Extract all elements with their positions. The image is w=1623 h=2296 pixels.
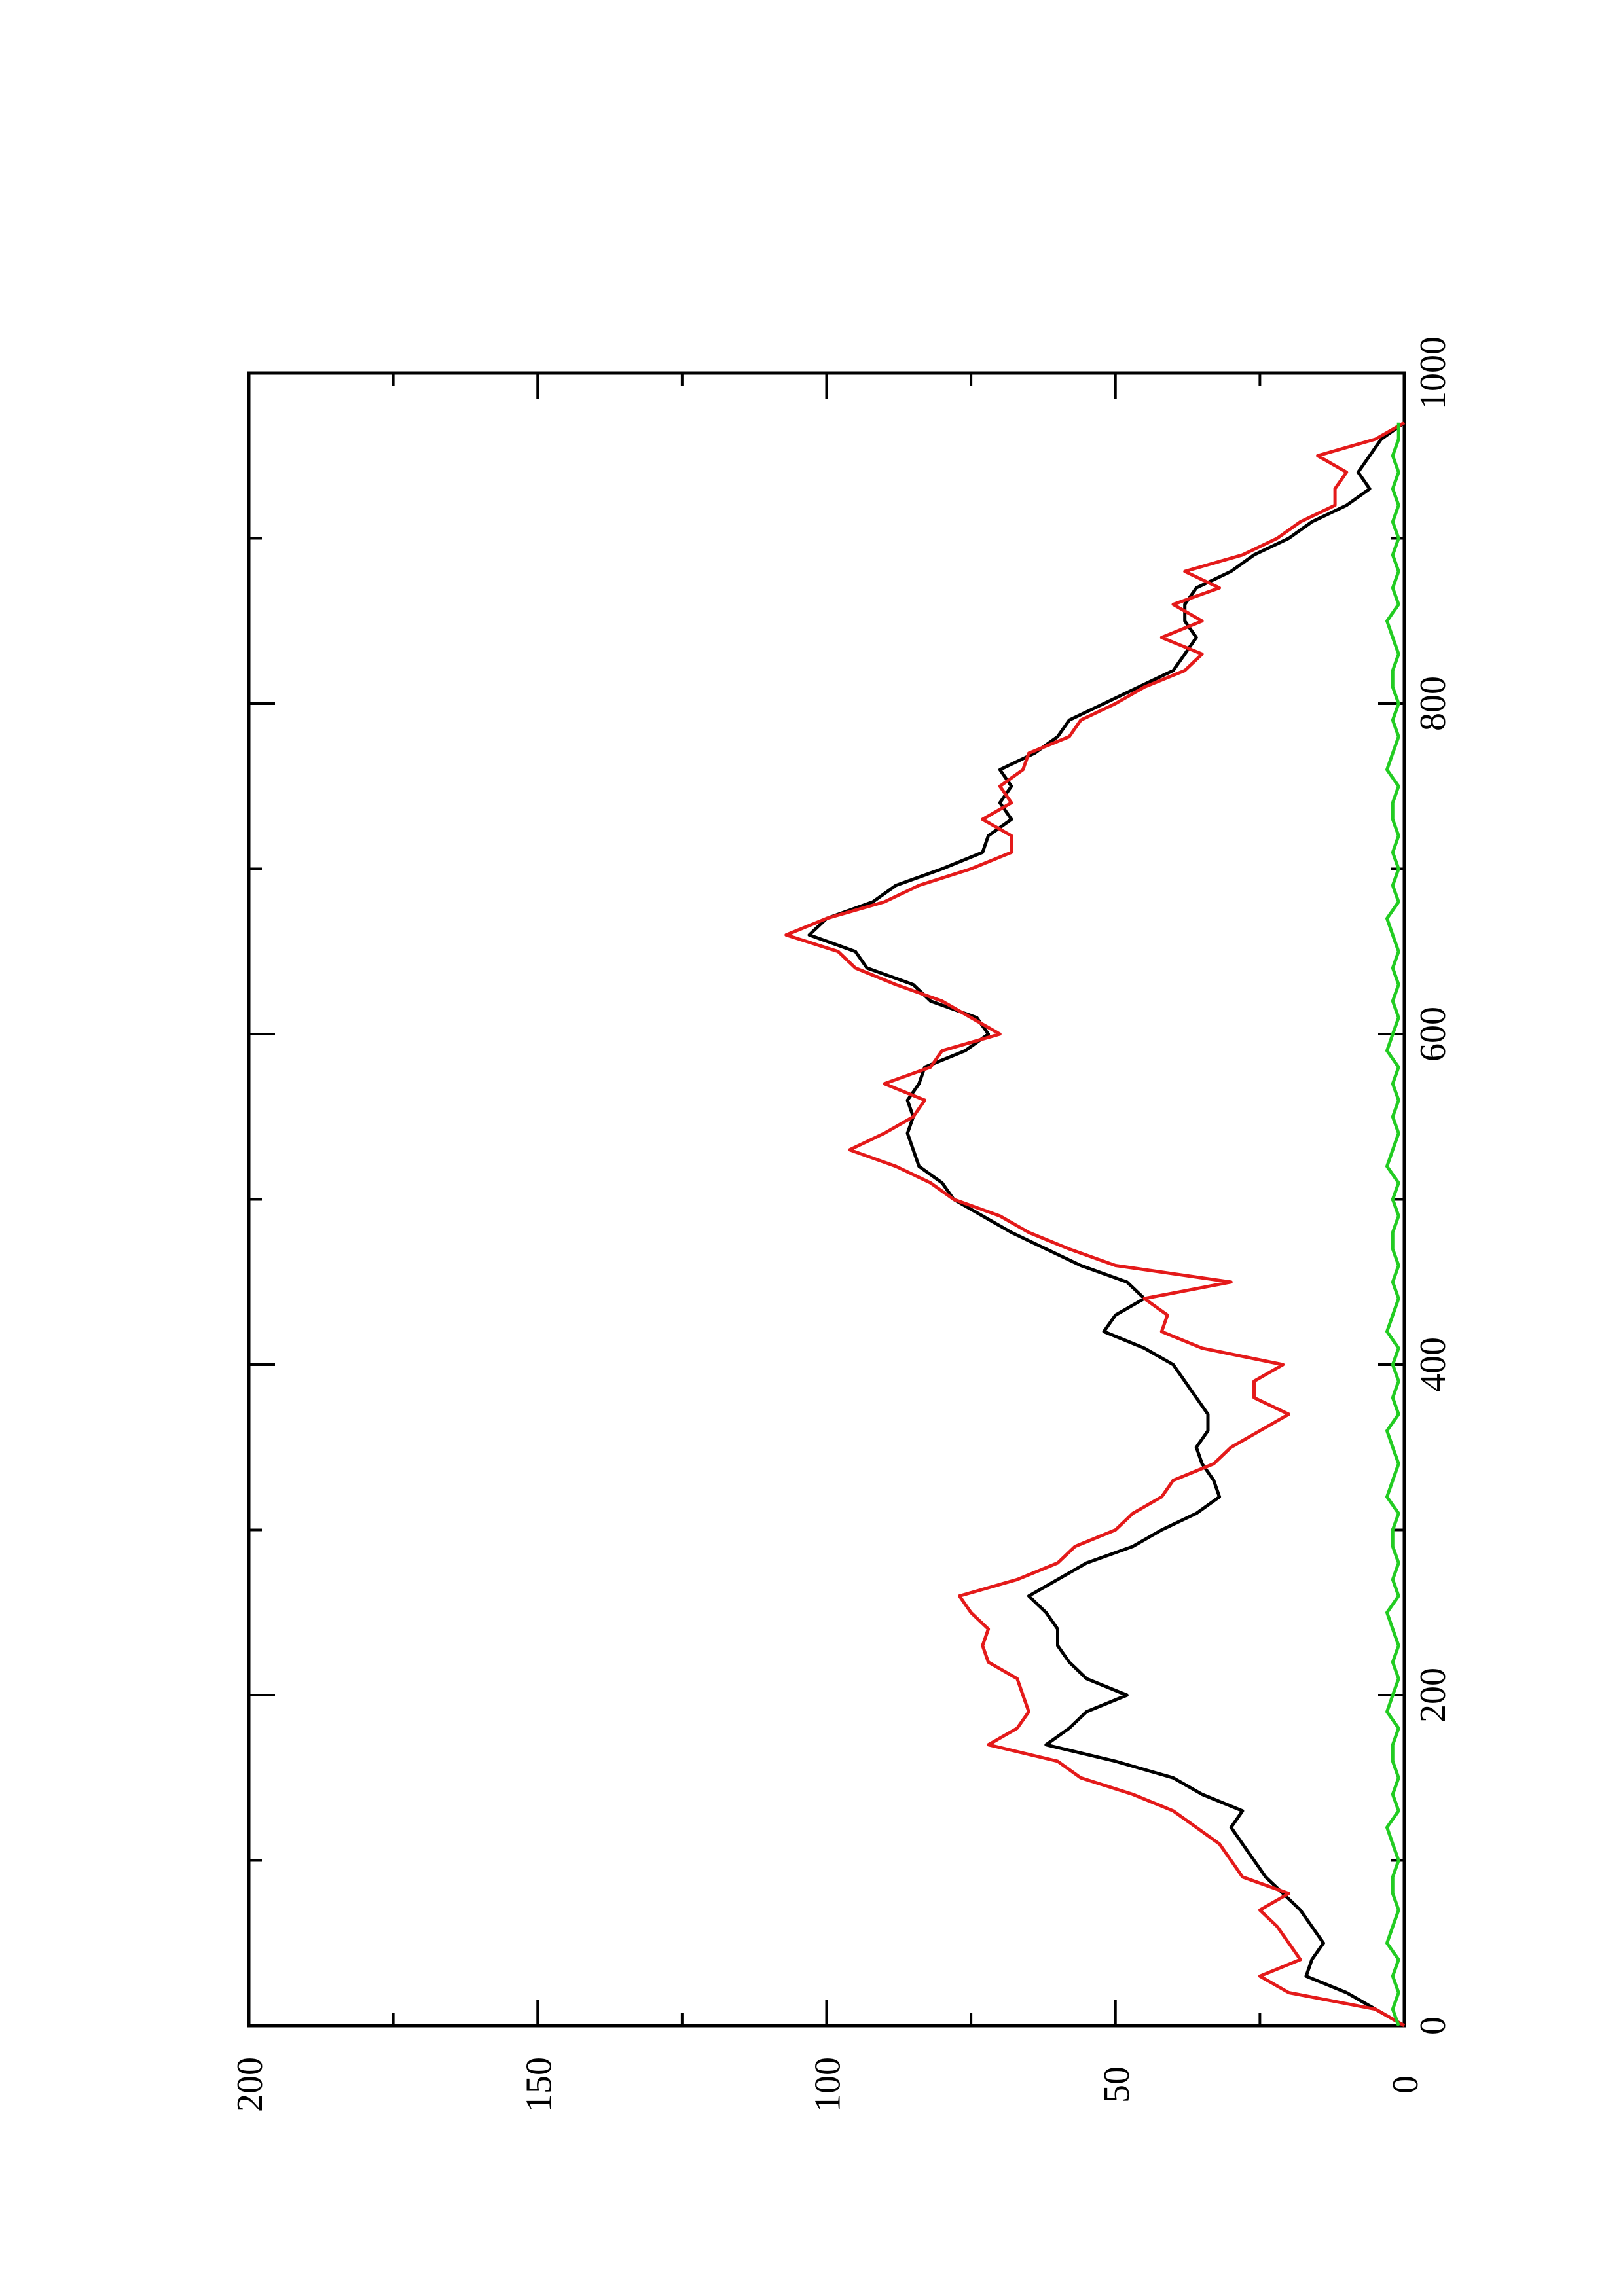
- series-layer: [784, 421, 1406, 2028]
- series-line-2: [784, 421, 1406, 2028]
- x-tick-label: 200: [1413, 1668, 1453, 1723]
- y-tick-label: 0: [1385, 2075, 1426, 2094]
- x-tick-label: 400: [1413, 1337, 1453, 1392]
- series-line-1: [807, 421, 1406, 2028]
- axis-tick-labels: 0 200 400 600 800 1000 0 50 100 150 200: [230, 336, 1453, 2112]
- y-tick-label: 100: [808, 2057, 848, 2112]
- x-tick-label: 0: [1413, 2017, 1453, 2035]
- y-tick-label: 50: [1097, 2066, 1137, 2103]
- x-tick-label: 800: [1413, 676, 1453, 731]
- plot-frame: [247, 371, 1406, 2028]
- series-line-3: [1385, 422, 1400, 2026]
- x-tick-label: 600: [1413, 1007, 1453, 1062]
- axis-ticks: [247, 372, 1406, 2027]
- y-tick-label: 200: [230, 2057, 270, 2112]
- x-tick-label: 1000: [1413, 336, 1453, 410]
- y-tick-label: 150: [519, 2057, 559, 2112]
